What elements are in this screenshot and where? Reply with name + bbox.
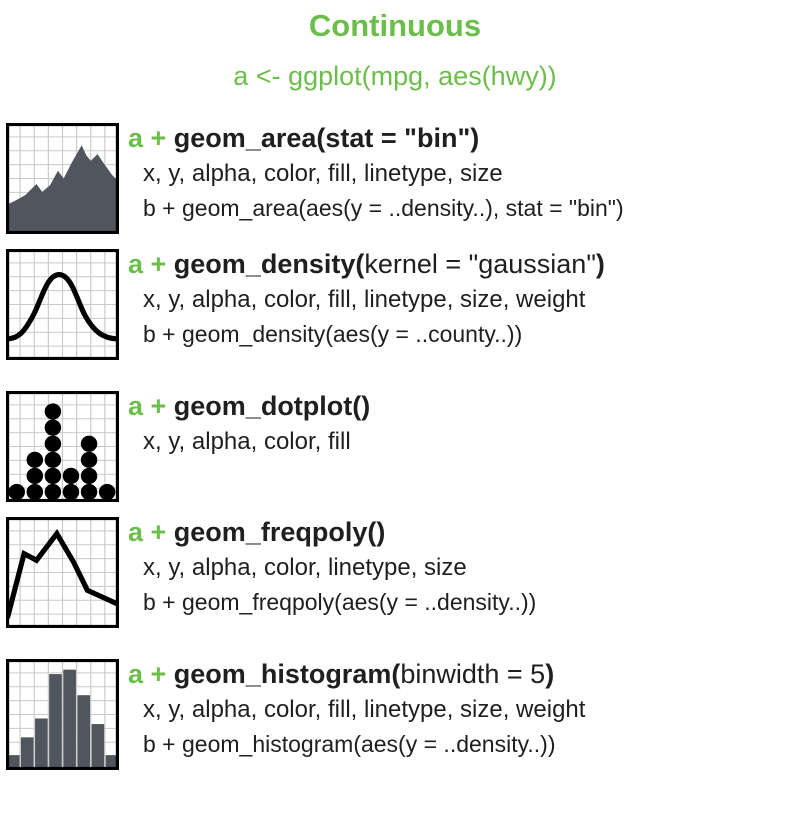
code-prefix: a + (128, 391, 174, 421)
section-geom-freqpoly: a + geom_freqpoly() x, y, alpha, color, … (0, 517, 790, 628)
code-prefix: a + (128, 517, 174, 547)
geom-histogram-params: x, y, alpha, color, fill, linetype, size… (143, 696, 586, 723)
freqpoly-line-icon (6, 517, 119, 628)
function-name: geom_area(stat = "bin") (173, 123, 480, 153)
function-name: geom_dotplot() (173, 391, 371, 421)
section-geom-dotplot: a + geom_dotplot() x, y, alpha, color, f… (0, 391, 790, 502)
geom-dotplot-header: a + geom_dotplot() (128, 391, 370, 422)
geom-area-params: x, y, alpha, color, fill, linetype, size (143, 160, 503, 187)
code-prefix: a + (128, 249, 174, 279)
function-name: geom_density( (173, 249, 365, 279)
geom-histogram-header: a + geom_histogram(binwidth = 5) (128, 659, 555, 689)
function-name: geom_freqpoly() (173, 517, 386, 547)
geom-area-example: b + geom_area(aes(y = ..density..), stat… (143, 195, 624, 221)
section-geom-histogram: a + geom_histogram(binwidth = 5) x, y, a… (0, 659, 790, 770)
geom-freqpoly-example: b + geom_freqpoly(aes(y = ..density..)) (143, 589, 537, 615)
section-geom-density: a + geom_density(kernel = "gaussian") x,… (0, 249, 790, 360)
page-title: Continuous (308, 8, 482, 43)
code-prefix: a + (128, 123, 174, 153)
function-name: geom_histogram( (173, 659, 401, 689)
geom-density-params: x, y, alpha, color, fill, linetype, size… (143, 286, 586, 313)
geom-area-header: a + geom_area(stat = "bin") (128, 123, 624, 154)
geom-list: a + geom_area(stat = "bin") x, y, alpha,… (0, 123, 790, 770)
geom-density-example: b + geom_density(aes(y = ..county..)) (143, 321, 523, 347)
geom-freqpoly-header: a + geom_freqpoly() (128, 517, 536, 548)
histogram-icon (6, 659, 119, 770)
geom-freqpoly-params: x, y, alpha, color, linetype, size (143, 554, 467, 581)
area-chart-icon (6, 123, 119, 234)
geom-density-header: a + geom_density(kernel = "gaussian") (128, 249, 605, 279)
function-arg: kernel = "gaussian" (364, 249, 596, 279)
section-geom-area: a + geom_area(stat = "bin") x, y, alpha,… (0, 123, 790, 234)
density-curve-icon (6, 249, 119, 360)
function-arg: binwidth = 5 (400, 659, 546, 689)
geom-dotplot-params: x, y, alpha, color, fill (143, 428, 351, 455)
code-subtitle: a <- ggplot(mpg, aes(hwy)) (233, 61, 557, 91)
dotplot-icon (6, 391, 119, 502)
code-prefix: a + (128, 659, 174, 689)
geom-histogram-example: b + geom_histogram(aes(y = ..density..)) (143, 731, 556, 757)
